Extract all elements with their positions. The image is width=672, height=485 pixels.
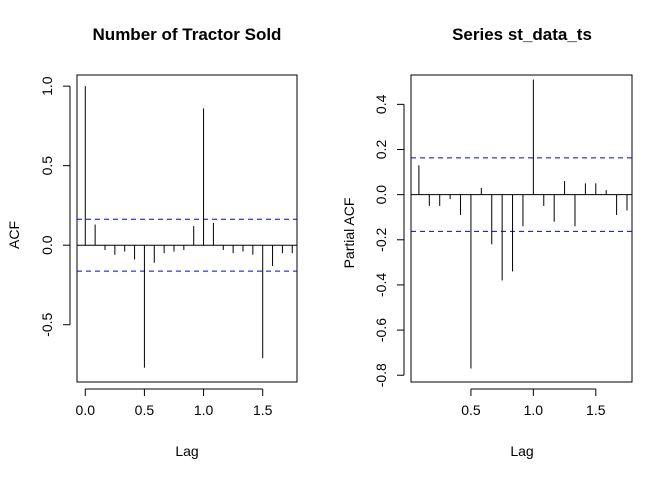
acf-title: Number of Tractor Sold [93, 25, 282, 44]
pacf-y-tick-label: 0.0 [373, 185, 389, 205]
acf-y-tick-label: -0.5 [39, 312, 55, 336]
pacf-title: Series st_data_ts [452, 25, 592, 44]
pacf-plot-frame [410, 74, 633, 383]
acf-panel: Number of Tractor Sold Lag ACF 0.0 0.5 1.0… [6, 25, 298, 459]
acf-x-tick-label: 0.0 [76, 402, 96, 418]
acf-x-tick-label: 0.5 [135, 402, 155, 418]
pacf-y-tick-label: -0.2 [373, 228, 389, 252]
acf-x-axis-label: Lag [175, 443, 198, 459]
pacf-x-axis-label: Lag [510, 443, 533, 459]
acf-x-tick-label: 1.0 [194, 402, 214, 418]
pacf-y-tick-label: -0.4 [373, 273, 389, 297]
acf-x-tick-label: 1.5 [253, 402, 273, 418]
pacf-y-tick-label: -0.6 [373, 318, 389, 342]
pacf-y-tick-label: -0.8 [373, 363, 389, 387]
pacf-x-tick-label: 1.0 [524, 402, 544, 418]
pacf-x-tick-label: 1.5 [586, 402, 606, 418]
pacf-y-tick-label: 0.2 [373, 140, 389, 160]
pacf-y-tick-label: 0.4 [373, 94, 389, 114]
acf-plot-frame [76, 74, 298, 383]
pacf-x-tick-label: 0.5 [461, 402, 481, 418]
acf-y-axis-label: ACF [6, 221, 22, 249]
acf-y-tick-label: 1.0 [39, 76, 55, 96]
pacf-panel: Series st_data_ts Lag Partial ACF 0.5 1.0… [341, 25, 633, 459]
acf-y-tick-label: 0.0 [39, 235, 55, 255]
acf-y-tick-label: 0.5 [39, 156, 55, 176]
pacf-y-axis-label: Partial ACF [341, 198, 357, 269]
